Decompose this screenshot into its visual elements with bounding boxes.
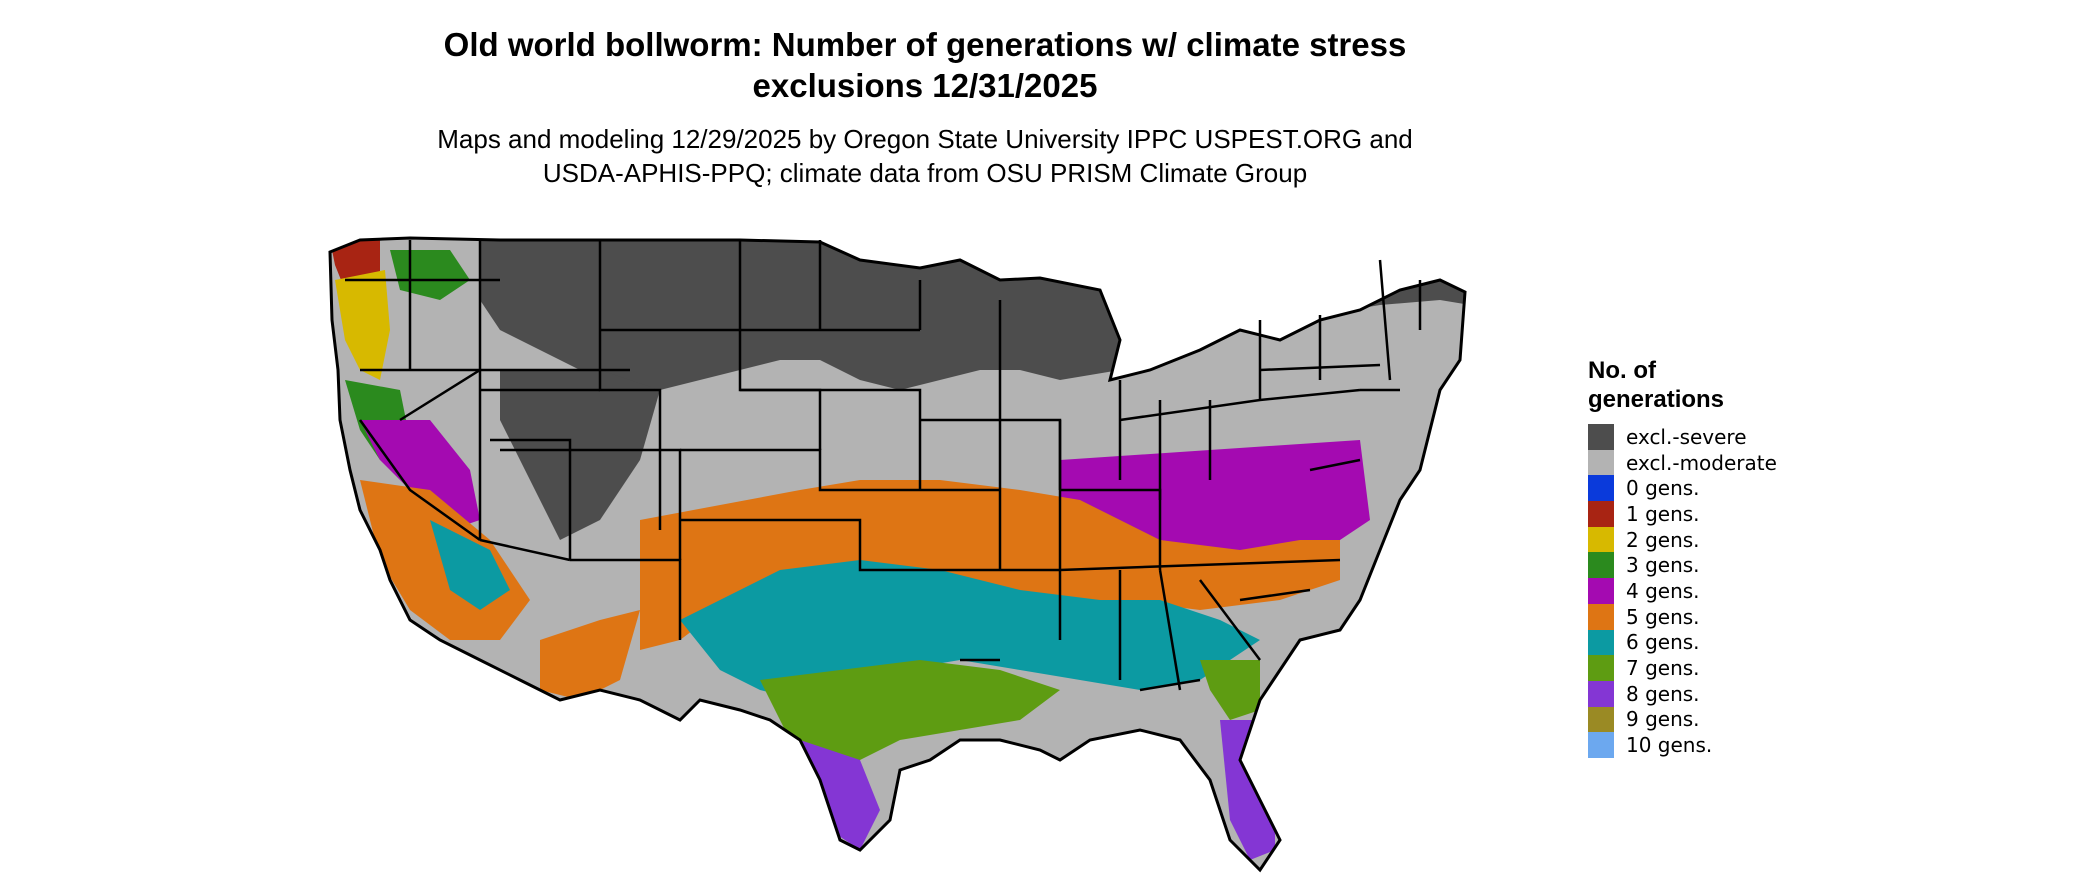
legend-label: 6 gens.: [1626, 630, 1700, 655]
legend-item: 3 gens.: [1588, 552, 2008, 579]
legend-swatch: [1588, 655, 1614, 681]
zone-2-gens: [335, 270, 390, 380]
legend-swatch: [1588, 603, 1614, 630]
generation-zones: [330, 238, 1465, 870]
legend-swatch: [1588, 449, 1614, 476]
legend-swatch: [1588, 424, 1614, 450]
legend-title-line-1: No. of: [1588, 357, 1656, 384]
legend-label: 8 gens.: [1626, 681, 1700, 706]
legend-item: excl.-severe: [1588, 424, 2008, 450]
legend-label: 10 gens.: [1626, 733, 1713, 758]
legend-title: No. of generations: [1588, 356, 2008, 414]
legend-swatch: [1588, 629, 1614, 656]
legend-swatch: [1588, 578, 1614, 604]
zone-6-gens: [430, 520, 510, 610]
legend-label: 5 gens.: [1626, 604, 1700, 629]
legend-items: excl.-severe excl.-moderate 0 gens. 1 gens.…: [1588, 424, 2008, 758]
map-title: Old world bollworm: Number of generation…: [0, 24, 1850, 106]
legend-title-line-2: generations: [1588, 386, 1725, 413]
legend-item: 2 gens.: [1588, 526, 2008, 553]
zone-7-gens: [760, 660, 1060, 780]
legend-label: excl.-moderate: [1626, 450, 1777, 475]
legend-label: 9 gens.: [1626, 707, 1700, 732]
zone-4-gens: [1060, 440, 1370, 550]
legend-label: 1 gens.: [1626, 501, 1700, 526]
legend-label: 2 gens.: [1626, 527, 1700, 552]
state-borders: [345, 240, 1422, 692]
map-subtitle: Maps and modeling 12/29/2025 by Oregon S…: [0, 122, 1850, 190]
zone-excl-severe: [480, 238, 1120, 390]
legend-item: 1 gens.: [1588, 501, 2008, 527]
legend-item: 8 gens.: [1588, 680, 2008, 707]
legend-label: excl.-severe: [1626, 424, 1747, 449]
legend-item: 10 gens.: [1588, 732, 2008, 758]
zone-excl-severe: [500, 370, 660, 540]
legend: No. of generations excl.-severe excl.-mod…: [1588, 356, 2008, 758]
legend-swatch: [1588, 526, 1614, 553]
legend-label: 4 gens.: [1626, 578, 1700, 603]
legend-swatch: [1588, 680, 1614, 707]
legend-item: 7 gens.: [1588, 655, 2008, 681]
zone-8-gens: [800, 740, 880, 850]
legend-swatch: [1588, 501, 1614, 527]
subtitle-line-2: USDA-APHIS-PPQ; climate data from OSU PR…: [542, 158, 1308, 188]
legend-swatch: [1588, 552, 1614, 579]
legend-label: 7 gens.: [1626, 656, 1700, 681]
legend-swatch: [1588, 732, 1614, 758]
title-line-1: Old world bollworm: Number of generation…: [443, 26, 1407, 63]
zone-4-gens: [360, 420, 480, 530]
legend-label: 3 gens.: [1626, 553, 1700, 578]
us-generations-map: [328, 236, 1467, 872]
zone-5-gens: [640, 480, 1340, 650]
legend-item: 5 gens.: [1588, 603, 2008, 630]
zone-5-gens: [540, 610, 640, 700]
legend-item: 0 gens.: [1588, 475, 2008, 502]
zone-7-gens: [1200, 660, 1260, 720]
legend-item: 9 gens.: [1588, 706, 2008, 733]
legend-item: 4 gens.: [1588, 578, 2008, 604]
legend-item: excl.-moderate: [1588, 449, 2008, 476]
legend-swatch: [1588, 706, 1614, 733]
zone-6-gens: [680, 560, 1260, 700]
subtitle-line-1: Maps and modeling 12/29/2025 by Oregon S…: [437, 124, 1413, 154]
legend-item: 6 gens.: [1588, 629, 2008, 656]
title-line-2: exclusions 12/31/2025: [752, 67, 1098, 104]
legend-swatch: [1588, 475, 1614, 502]
legend-label: 0 gens.: [1626, 476, 1700, 501]
